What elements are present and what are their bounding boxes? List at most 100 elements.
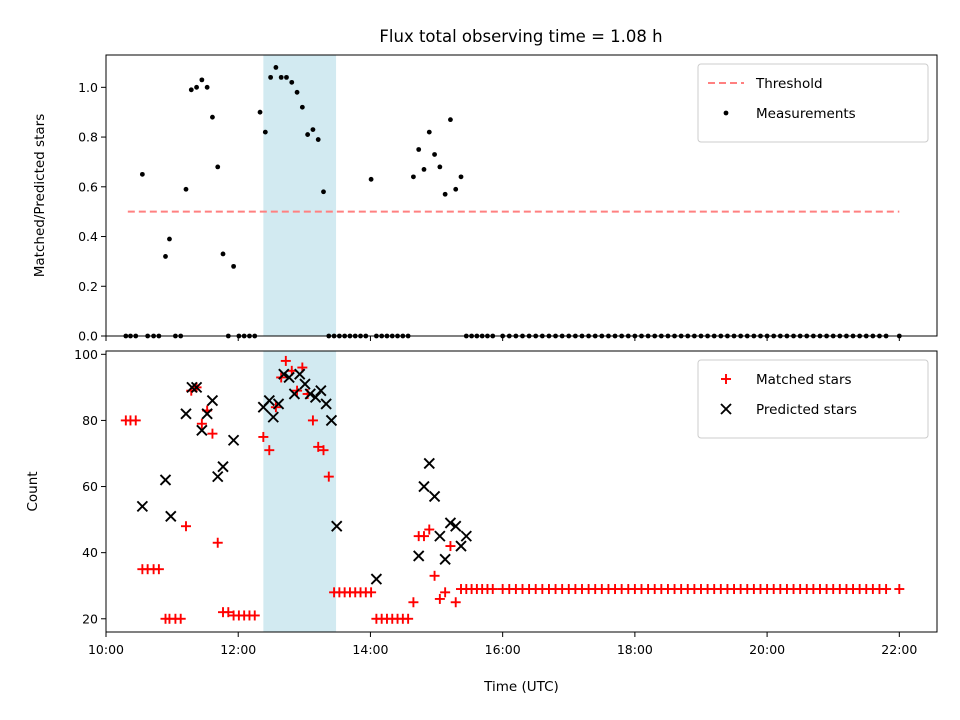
legend-marker — [721, 374, 731, 384]
marker-d2 — [272, 398, 285, 410]
data-point — [460, 530, 472, 542]
data-point — [280, 355, 291, 366]
marker-d2 — [294, 368, 306, 380]
y-axis-label: Count — [25, 471, 41, 511]
data-point — [165, 510, 177, 522]
data-point — [403, 613, 414, 624]
marker-d2 — [455, 540, 467, 552]
marker-d2 — [423, 457, 435, 470]
data-point — [315, 384, 327, 397]
data-point — [167, 236, 172, 242]
marker-d2 — [278, 368, 290, 380]
data-point — [411, 174, 416, 180]
data-point — [413, 550, 425, 562]
data-point — [283, 371, 295, 384]
data-point — [418, 531, 429, 542]
legend-label: Threshold — [755, 76, 823, 92]
data-point — [331, 520, 343, 532]
marker-d2 — [439, 553, 451, 565]
data-point — [445, 541, 456, 552]
data-point — [180, 408, 192, 420]
data-point — [289, 79, 295, 85]
legend-box — [697, 359, 929, 439]
x-tick-label: 16:00 — [485, 642, 521, 657]
data-point — [304, 388, 316, 400]
marker-d2 — [201, 408, 213, 420]
data-point — [299, 378, 311, 390]
data-point — [264, 445, 275, 456]
data-point — [321, 189, 326, 195]
data-point — [894, 584, 905, 595]
data-point — [408, 597, 419, 608]
data-point — [204, 84, 210, 90]
data-point — [444, 517, 457, 529]
data-point — [201, 408, 213, 420]
data-point — [231, 263, 236, 269]
x-axis-label: Time (UTC) — [483, 679, 559, 695]
legend-box — [697, 63, 929, 143]
data-point — [442, 191, 448, 197]
data-point — [424, 524, 435, 535]
legend: Matched stars Predicted stars — [697, 359, 929, 439]
data-point — [263, 394, 275, 407]
y-tick-label: 0.8 — [78, 130, 98, 145]
axes-frame — [105, 54, 938, 337]
data-point — [288, 388, 301, 400]
marker-d2 — [315, 384, 327, 397]
y-tick-label: 60 — [82, 479, 98, 494]
y-tick-label: 0.4 — [78, 229, 98, 244]
marker-d2 — [267, 411, 279, 423]
data-point — [450, 597, 461, 608]
marker-d2 — [428, 490, 441, 503]
data-point — [267, 411, 279, 423]
marker-d2 — [190, 381, 203, 394]
marker-d2 — [325, 414, 338, 427]
data-point — [416, 147, 422, 152]
y-tick-label: 0.2 — [78, 279, 98, 294]
data-point — [453, 186, 459, 192]
data-point — [199, 77, 205, 83]
data-point — [428, 490, 441, 503]
panel-1: 0.0 0.2 0.4 0.6 0.8 1.0 Matched/Predicted star… — [32, 54, 938, 344]
data-point — [294, 89, 300, 95]
data-point — [881, 584, 892, 595]
data-point — [196, 424, 208, 437]
marker-d2 — [413, 550, 425, 562]
data-point — [215, 164, 221, 170]
data-point — [278, 368, 290, 380]
marker-d2 — [283, 371, 295, 384]
data-point — [307, 415, 318, 426]
series-predicted-stars — [136, 368, 472, 585]
data-point — [294, 368, 306, 380]
y-axis-label: Matched/Predicted stars — [32, 114, 48, 277]
data-point — [432, 152, 437, 157]
marker-d2 — [217, 461, 229, 473]
marker-d2 — [180, 408, 192, 420]
highlight-span — [263, 351, 337, 632]
marker-d2 — [212, 470, 224, 483]
legend: Threshold Measurements — [697, 63, 929, 143]
marker-d2 — [434, 530, 446, 542]
data-point — [258, 431, 269, 442]
panels: 0.0 0.2 0.4 0.6 0.8 1.0 Matched/Predicted star… — [25, 54, 938, 695]
marker-d2 — [299, 378, 311, 390]
data-point — [186, 381, 198, 394]
data-point — [194, 84, 199, 90]
marker-d2 — [418, 480, 430, 493]
marker-d2 — [263, 394, 275, 407]
data-point — [320, 398, 332, 410]
panel-2: 20 40 60 80 100 10:00 12:00 14:00 16:00 18:00 20:0… — [25, 347, 938, 695]
data-point — [284, 74, 289, 80]
series-matched-stars — [120, 355, 905, 624]
data-point — [210, 114, 215, 120]
y-tick-label: 0.0 — [78, 329, 98, 344]
marker-d2 — [304, 388, 316, 400]
data-point — [206, 394, 219, 407]
x-tick-label: 20:00 — [749, 642, 785, 657]
marker-d2 — [720, 403, 732, 415]
data-point — [421, 166, 427, 172]
figure-title: Flux total observing time = 1.08 h — [379, 27, 662, 46]
data-point — [448, 117, 453, 123]
y-tick-label: 80 — [82, 413, 98, 428]
data-point — [310, 127, 316, 133]
